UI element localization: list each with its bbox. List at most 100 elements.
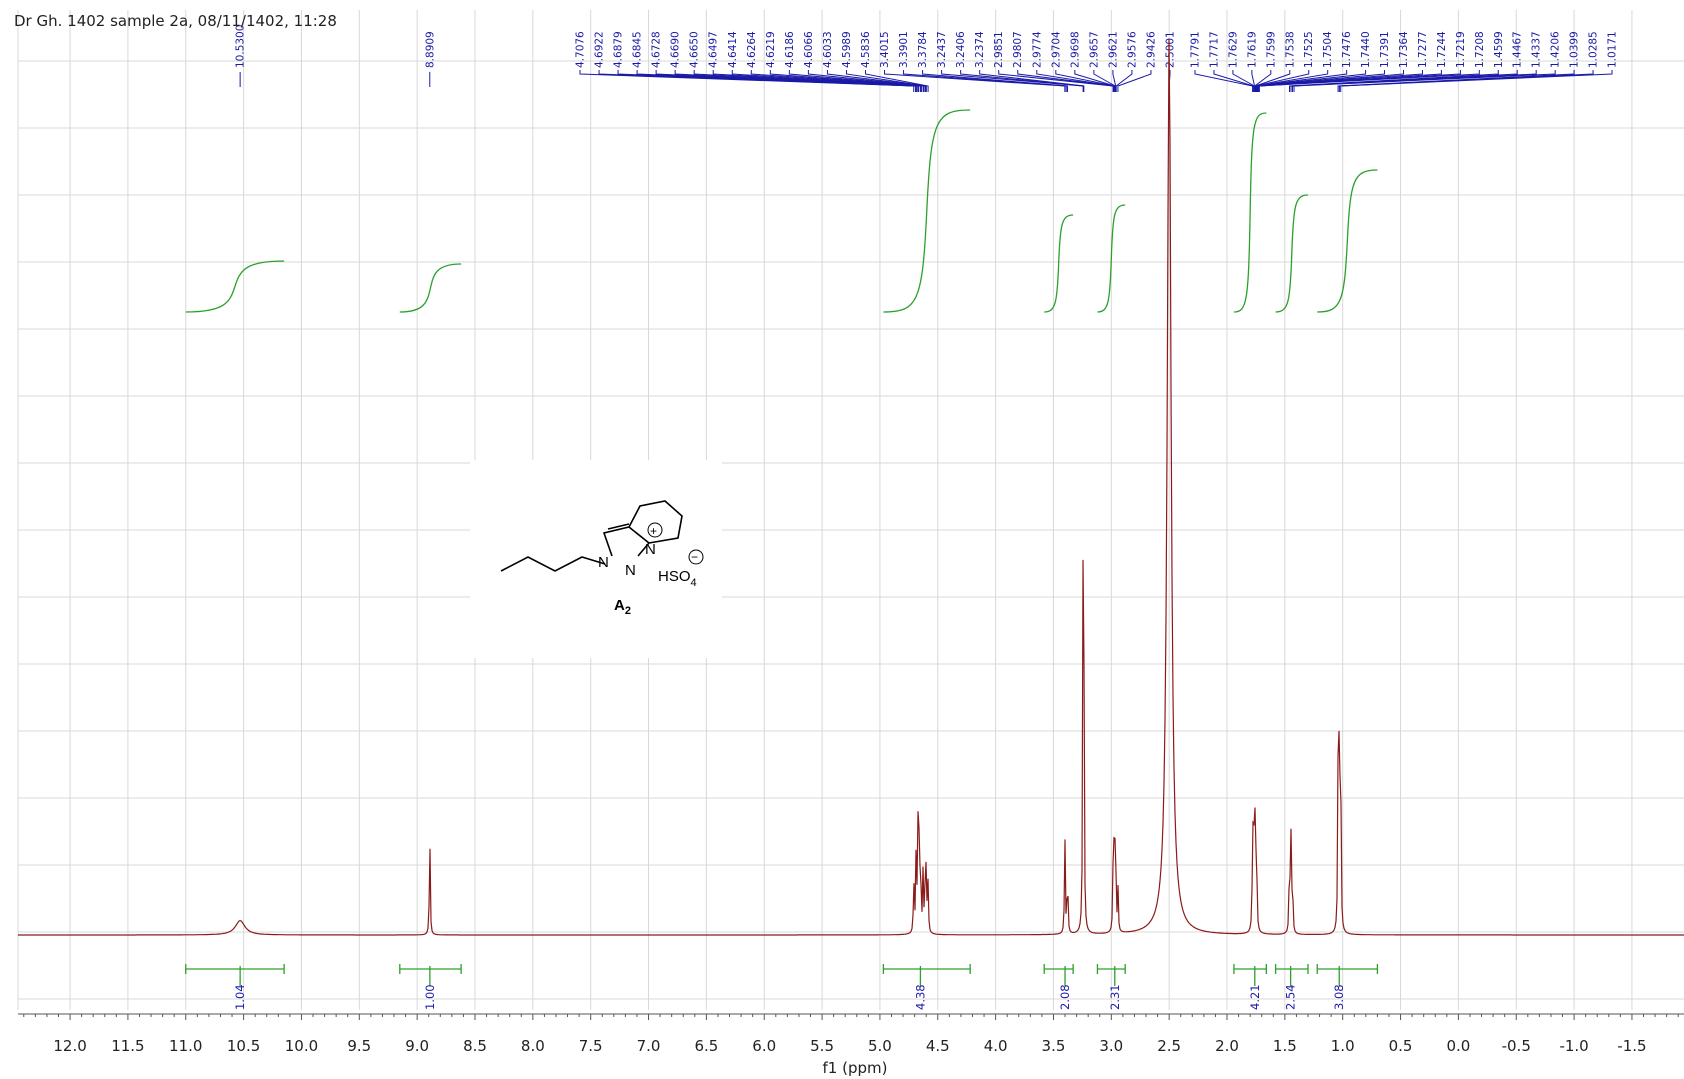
peak-pick-line: [922, 70, 1069, 92]
peak-pick-line: [1288, 70, 1499, 92]
integral-curve: [883, 109, 971, 313]
peak-label: 4.6922: [594, 31, 606, 68]
peak-pick-line: [979, 70, 1085, 92]
peak-pick-line: [1036, 70, 1115, 92]
peak-pick-line: [884, 70, 1066, 92]
peak-label: 2.9426: [1145, 31, 1157, 68]
x-tick-label: 10.5: [227, 1037, 260, 1055]
peak-label: 4.6264: [746, 31, 758, 68]
molecule-structure: N N N + HSO4 − A2: [470, 460, 722, 658]
peak-label: 8.8909: [424, 31, 436, 68]
peak-label: 3.3901: [898, 31, 910, 68]
peak-label: 4.6219: [765, 31, 777, 68]
x-axis-title: f1 (ppm): [823, 1059, 888, 1077]
peak-pick-line: [750, 70, 924, 92]
integral-curve: [1044, 214, 1074, 313]
x-tick-label: 8.5: [463, 1037, 487, 1055]
peak-pick-line: [712, 70, 921, 92]
peak-label: 3.3784: [917, 31, 929, 68]
x-axis: 12.0 11.5 11.0 10.5 10.0 9.5 9.0 8.5 8.0 7.5 7.0 6.…: [18, 1013, 1684, 1055]
peak-label: 1.7538: [1284, 31, 1296, 68]
piperidine-ring: [628, 500, 683, 544]
positive-charge-circle: [647, 522, 663, 538]
peak-pick-line: [1112, 70, 1117, 92]
peak-label: 2.9774: [1031, 31, 1043, 68]
peak-label: 1.4599: [1493, 31, 1505, 68]
x-tick-label: 6.0: [752, 1037, 776, 1055]
integral-value-label: 1.00: [423, 984, 437, 1010]
peak-pick-line: [1117, 70, 1152, 92]
anion-subscript: 4: [691, 577, 697, 589]
peak-label: 1.7277: [1417, 31, 1429, 68]
peak-label: 3.4015: [879, 31, 891, 68]
x-tick-label: 5.5: [810, 1037, 834, 1055]
peak-label: 1.7440: [1360, 31, 1372, 68]
peak-label: 1.7717: [1208, 31, 1220, 68]
integral-curve: [1233, 112, 1267, 313]
x-tick-label: 0.5: [1389, 1037, 1413, 1055]
peak-label: 1.4467: [1512, 31, 1524, 68]
integral-value-label: 4.21: [1248, 984, 1262, 1010]
x-tick-label: 9.0: [405, 1037, 429, 1055]
integral-curve: [1097, 204, 1126, 313]
peak-pick-line: [1258, 70, 1480, 92]
spectrum-trace: [18, 38, 1684, 936]
compound-name: A: [614, 597, 625, 614]
peak-label: 1.7219: [1455, 31, 1467, 68]
compound-subscript: 2: [625, 605, 631, 617]
atom-n2: N: [625, 562, 636, 579]
peak-label: 1.7791: [1190, 31, 1202, 68]
peak-pick-line: [864, 70, 929, 92]
x-tick-label: 6.5: [694, 1037, 718, 1055]
peak-label: 1.7629: [1227, 31, 1239, 68]
peak-picking-labels: 10.5300 8.8909 4.7076 4.6922 4.6879 4.6845 4.6…: [235, 25, 1619, 92]
spectrum-title: Dr Gh. 1402 sample 2a, 08/11/1402, 11:28: [14, 12, 337, 30]
x-tick-label: 4.0: [984, 1037, 1008, 1055]
peak-label: 2.9704: [1050, 31, 1062, 68]
peak-pick-line: [1340, 70, 1613, 92]
butyl-chain: [500, 556, 606, 572]
integral-value-label: 2.08: [1058, 984, 1072, 1010]
atom-n3: N: [645, 541, 656, 558]
grid-lines: [17, 10, 1684, 1010]
integral-value-label: 3.08: [1332, 984, 1346, 1010]
peak-label: 2.5001: [1165, 31, 1177, 68]
peak-label: 4.6879: [613, 31, 625, 68]
peak-pick-line: [788, 70, 925, 92]
peak-label: 1.7525: [1303, 31, 1315, 68]
peak-label: 2.9807: [1012, 31, 1024, 68]
peak-label: 3.2406: [955, 31, 967, 68]
negative-charge-sign: −: [691, 550, 698, 564]
peak-label: 4.7076: [575, 31, 587, 68]
peak-label: 2.9657: [1088, 31, 1100, 68]
peak-label: 1.7476: [1341, 31, 1353, 68]
peak-label: 4.6690: [670, 31, 682, 68]
peak-pick-line: [1290, 70, 1518, 92]
peak-label: 4.5836: [860, 31, 872, 68]
peak-label: 1.4206: [1550, 31, 1562, 68]
peak-pick-line: [1293, 70, 1556, 92]
peak-pick-line: [903, 70, 1067, 92]
peak-label: 4.6845: [632, 31, 644, 68]
x-tick-label: 8.0: [521, 1037, 545, 1055]
peak-pick-line: [1194, 70, 1254, 92]
x-tick-label: 1.0: [1331, 1037, 1355, 1055]
atom-n1: N: [598, 554, 609, 571]
compound-label: A2: [614, 597, 631, 617]
x-tick-label: 12.0: [53, 1037, 86, 1055]
integral-value-label: 2.31: [1108, 984, 1122, 1010]
integral-curve: [1275, 194, 1309, 313]
peak-pick-line: [731, 70, 922, 92]
peak-label: 1.7599: [1265, 31, 1277, 68]
structure-background: [470, 460, 722, 658]
peak-label: 4.6728: [651, 31, 663, 68]
x-tick-label: 3.5: [1042, 1037, 1066, 1055]
peak-pick-line: [1213, 70, 1254, 92]
peak-label: 4.6650: [689, 31, 701, 68]
integral-value-label: 2.54: [1284, 984, 1298, 1010]
peak-label: 2.9851: [993, 31, 1005, 68]
x-tick-label: 9.5: [347, 1037, 371, 1055]
peak-pick-line: [1257, 70, 1404, 92]
x-tick-label: -0.5: [1502, 1037, 1531, 1055]
x-tick-label: 5.0: [868, 1037, 892, 1055]
